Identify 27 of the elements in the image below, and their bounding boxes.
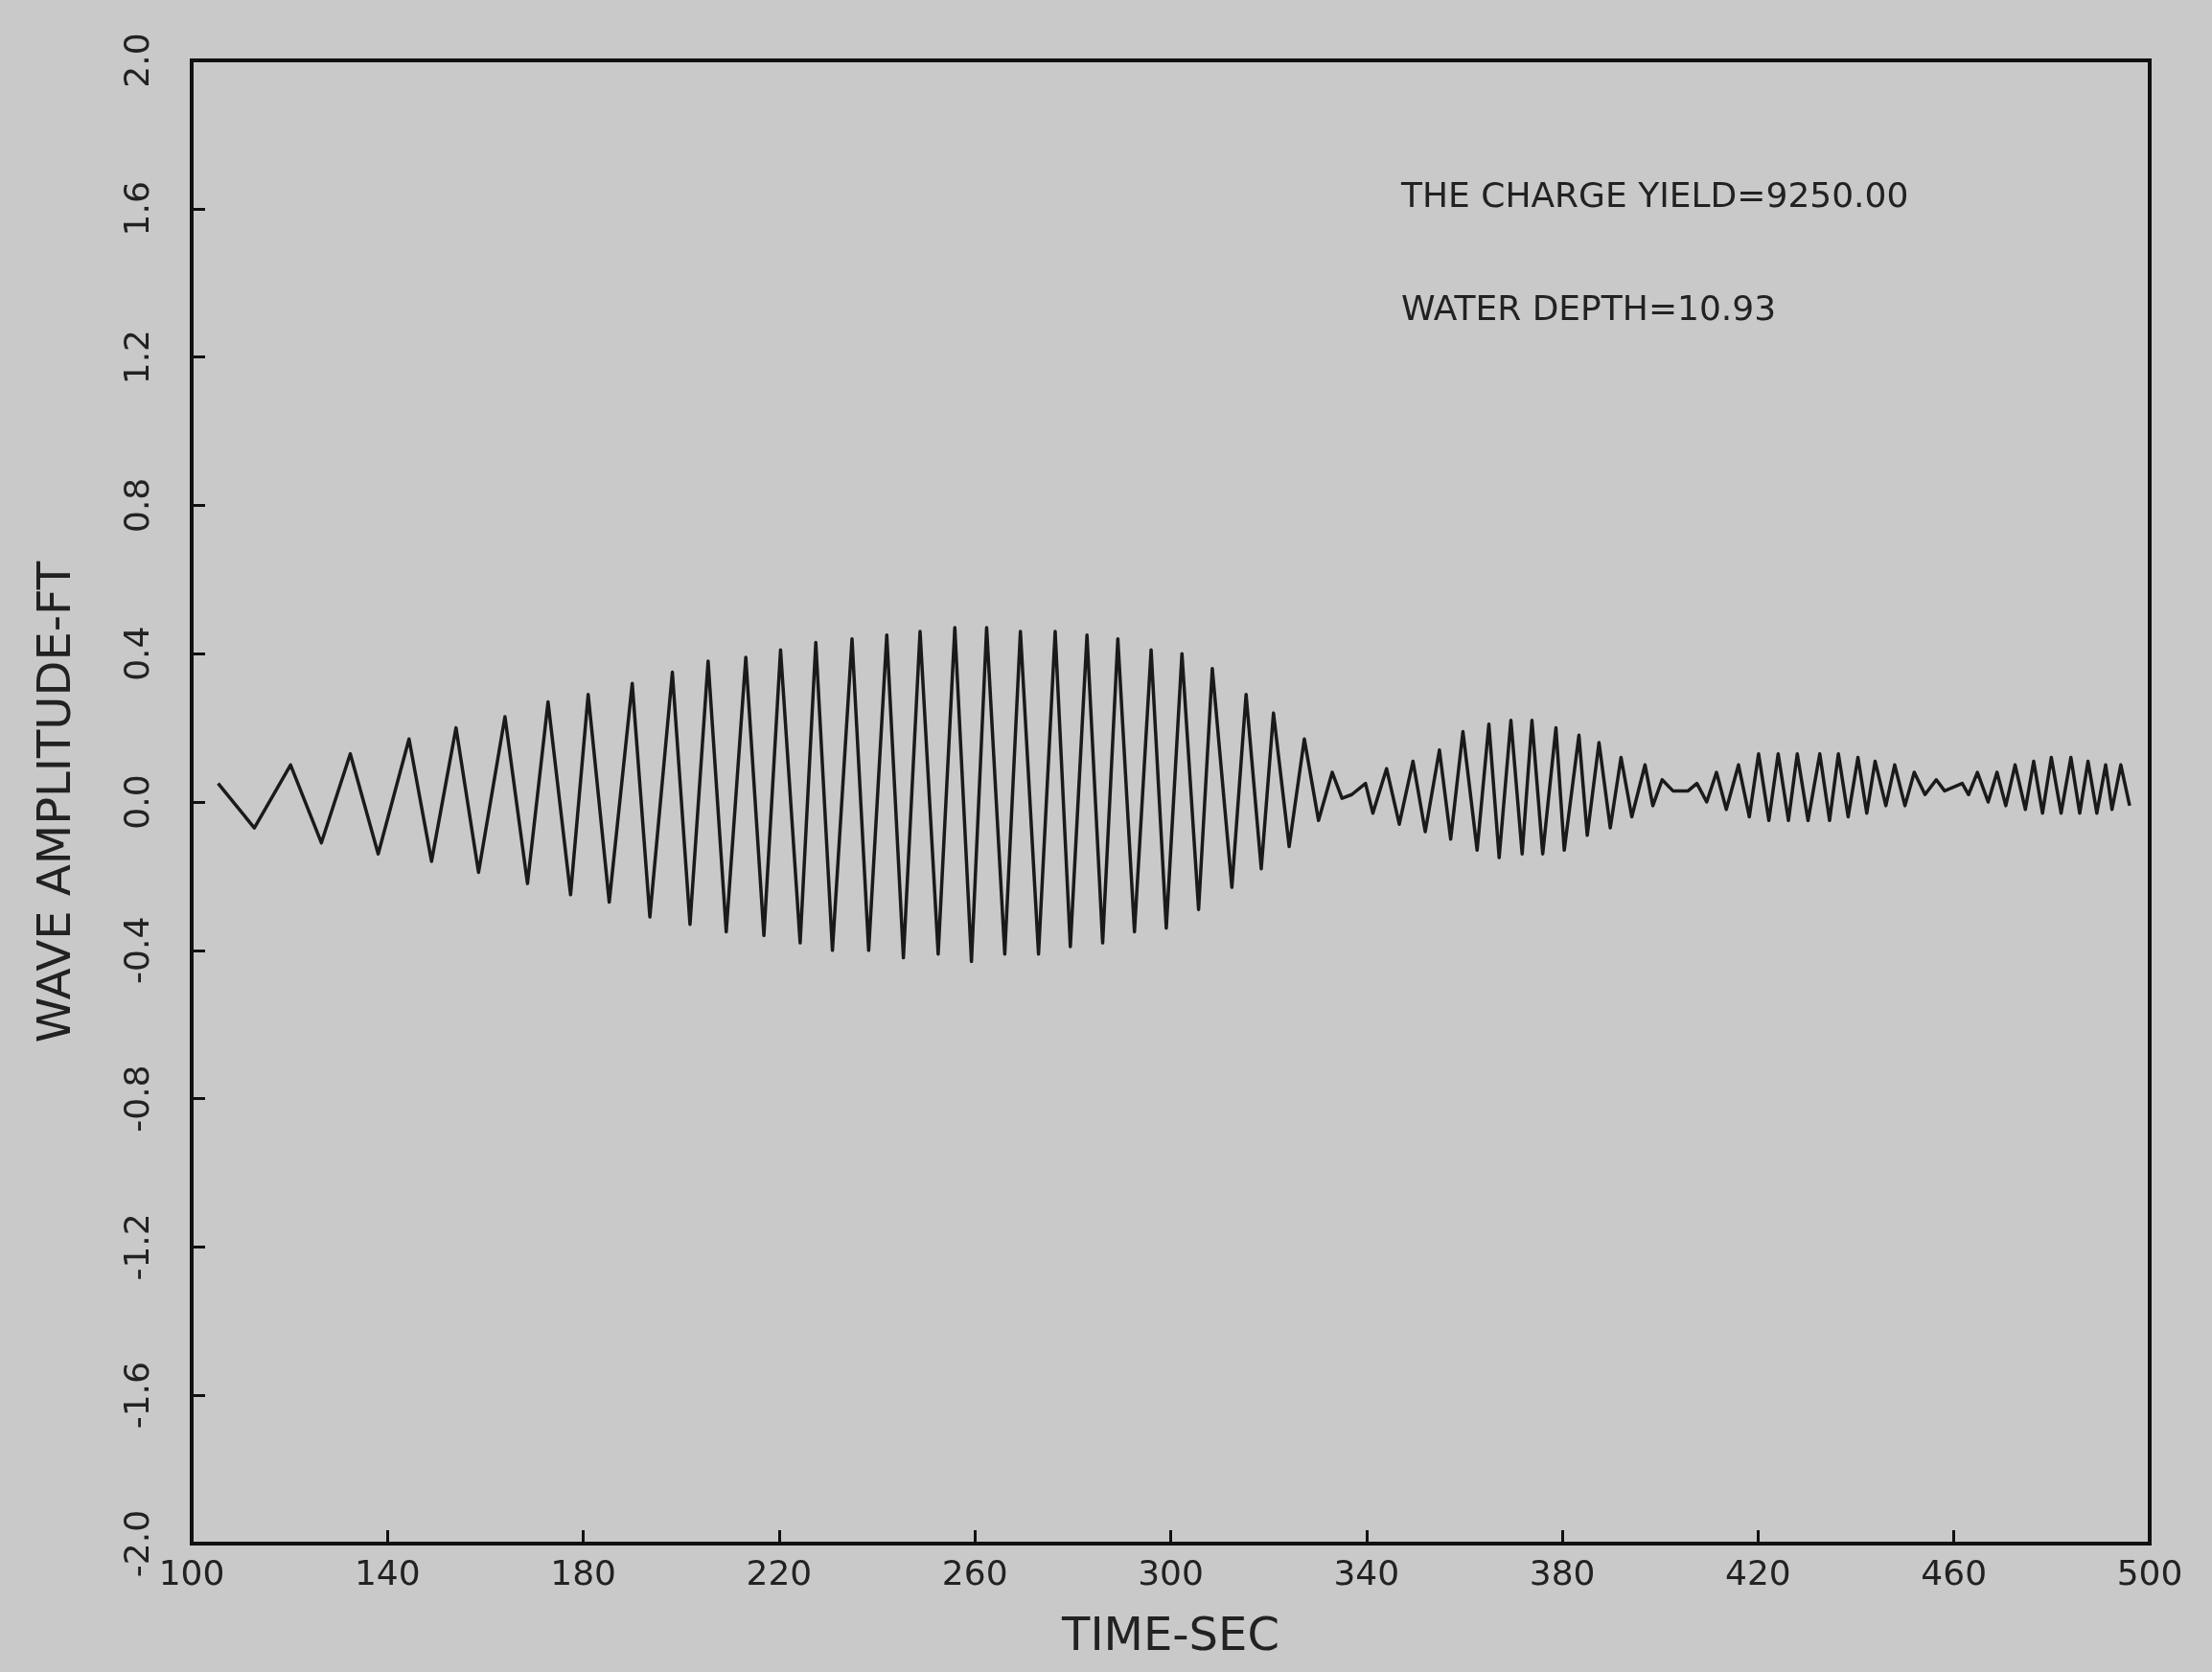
y-tick-label: 1.6: [116, 181, 156, 237]
x-tick-label: 140: [354, 1552, 421, 1592]
x-tick-label: 260: [941, 1552, 1008, 1592]
x-tick-label: 180: [550, 1552, 616, 1592]
x-tick-label: 100: [158, 1552, 225, 1592]
y-tick-label: -2.0: [116, 1509, 156, 1578]
x-tick-label: 220: [746, 1552, 813, 1592]
y-tick-label: -0.4: [116, 916, 156, 984]
x-tick-label: 300: [1138, 1552, 1204, 1592]
y-tick-label: 0.0: [116, 774, 156, 830]
y-tick-label: -0.8: [116, 1065, 156, 1133]
y-tick-label: 0.8: [116, 477, 156, 534]
y-tick-label: -1.2: [116, 1213, 156, 1281]
y-tick-label: -1.6: [116, 1362, 156, 1430]
annotation: THE CHARGE YIELD=9250.00: [1400, 174, 1909, 215]
x-tick-label: 460: [1921, 1552, 1988, 1592]
x-tick-label: 500: [2116, 1552, 2183, 1592]
x-tick-label: 420: [1725, 1552, 1791, 1592]
y-tick-label: 1.2: [116, 329, 156, 385]
y-axis-title: WAVE AMPLITUDE-FT: [27, 561, 81, 1043]
x-tick-label: 380: [1529, 1552, 1596, 1592]
y-tick-label: 2.0: [116, 33, 156, 88]
x-tick-label: 340: [1333, 1552, 1400, 1592]
x-axis-title: TIME-SEC: [1061, 1607, 1279, 1661]
annotation: WATER DEPTH=10.93: [1401, 287, 1777, 328]
y-tick-label: 0.4: [116, 626, 156, 681]
line-series: [216, 626, 2131, 964]
